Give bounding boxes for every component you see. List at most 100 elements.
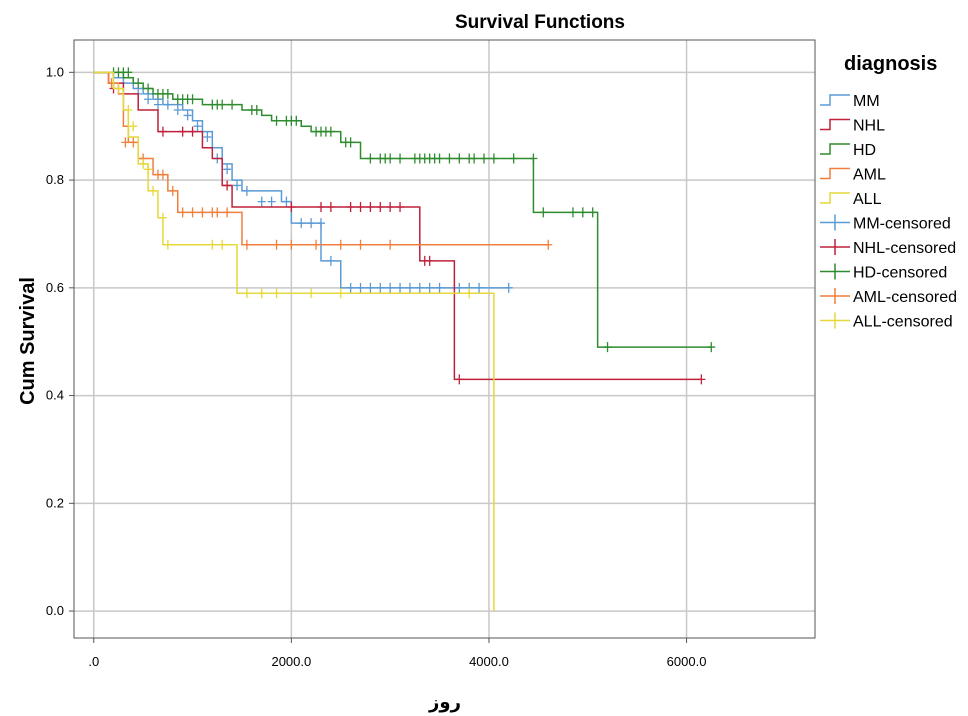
- censored-mark-aml: [198, 207, 207, 218]
- censored-mark-mm: [317, 218, 325, 229]
- censored-mark-hd: [326, 126, 335, 137]
- censored-mark-mm: [405, 282, 414, 293]
- censored-mark-mm: [153, 99, 162, 110]
- censored-mark-hd: [292, 115, 301, 126]
- censored-mark-aml: [356, 239, 365, 250]
- legend-swatch: [820, 94, 850, 106]
- censored-mark-aml: [242, 239, 251, 250]
- censored-mark-aml: [544, 239, 553, 250]
- legend-swatch: [820, 288, 850, 304]
- censored-mark-mm: [455, 282, 464, 293]
- plot-frame: [73, 39, 816, 639]
- censored-mark-hd: [603, 342, 612, 353]
- censored-mark-hd: [435, 153, 444, 164]
- censored-mark-all: [208, 239, 217, 250]
- censored-mark-hd: [529, 153, 538, 164]
- censored-mark-mm: [346, 282, 355, 293]
- censored-mark-nhl: [317, 202, 325, 213]
- censored-mark-all: [129, 121, 138, 132]
- censored-mark-hd: [588, 207, 597, 218]
- censored-mark-mm: [435, 282, 444, 293]
- censored-mark-aml: [129, 137, 138, 148]
- y-tick-label: 0.2: [46, 495, 64, 510]
- censored-mark-mm: [356, 282, 365, 293]
- x-tick-label: 2000.0: [271, 654, 311, 669]
- censored-mark-aml: [158, 169, 167, 180]
- censored-mark-aml: [272, 239, 281, 250]
- censored-mark-mm: [376, 282, 385, 293]
- censored-mark-all: [272, 288, 281, 299]
- censored-mark-hd: [386, 153, 395, 164]
- censored-mark-mm: [282, 196, 291, 207]
- legend: diagnosis MM NHL HD AML ALL MM-censored NHL-ce…: [820, 53, 957, 331]
- censored-mark-all: [218, 239, 227, 250]
- censored-mark-hd: [134, 78, 143, 89]
- censored-mark-hd: [539, 207, 548, 218]
- legend-label: ALL: [853, 191, 882, 208]
- censored-mark-mm: [326, 255, 335, 266]
- censored-mark-hd: [445, 153, 454, 164]
- y-tick-label: 0.8: [46, 172, 64, 187]
- censored-mark-all: [149, 185, 158, 196]
- series-layer: [93, 67, 716, 612]
- censored-mark-hd: [578, 207, 587, 218]
- censored-mark-all: [242, 288, 251, 299]
- legend-label: AML: [853, 167, 886, 184]
- censored-mark-nhl: [697, 374, 706, 385]
- censored-mark-nhl: [386, 202, 395, 213]
- censored-mark-mm: [144, 94, 153, 105]
- censored-mark-hd: [346, 137, 355, 148]
- censored-mark-hd: [218, 99, 227, 110]
- censored-mark-mm: [307, 218, 316, 229]
- censored-mark-hd: [272, 115, 281, 126]
- legend-swatch: [820, 263, 850, 280]
- censored-mark-aml: [386, 239, 395, 250]
- y-axis-label: Cum Survival: [17, 277, 39, 405]
- legend-label: NHL: [853, 118, 885, 135]
- survival-line-nhl: [93, 71, 702, 381]
- legend-label: ALL-censored: [853, 314, 953, 331]
- censored-mark-aml: [312, 239, 321, 250]
- censored-mark-mm: [475, 282, 484, 293]
- y-tick-label: 0.4: [46, 388, 64, 403]
- censored-mark-nhl: [366, 202, 375, 213]
- y-axis-ticks: 0.0 0.2 0.4 0.6 0.8 1.0: [46, 64, 74, 618]
- legend-swatch: [820, 192, 850, 204]
- censored-mark-hd: [252, 105, 261, 116]
- legend-swatch: [820, 143, 850, 155]
- censored-mark-nhl: [425, 255, 434, 266]
- censored-mark-hd: [144, 83, 153, 94]
- legend-label: NHL-censored: [853, 240, 956, 257]
- legend-swatch: [820, 118, 850, 131]
- censored-mark-mm: [396, 282, 405, 293]
- censored-mark-mm: [242, 185, 251, 196]
- x-tick-label: 4000.0: [469, 654, 509, 669]
- legend-swatch: [820, 312, 850, 329]
- censored-mark-hd: [163, 88, 172, 99]
- censored-mark-aml: [213, 207, 222, 218]
- legend-label: MM-censored: [853, 216, 951, 233]
- grid-lines: [74, 40, 815, 638]
- censored-mark-all: [144, 164, 153, 175]
- censored-mark-aml: [336, 239, 345, 250]
- legend-label: AML-censored: [853, 289, 957, 306]
- censored-mark-hd: [228, 99, 237, 110]
- censored-mark-aml: [287, 239, 296, 250]
- censored-mark-hd: [509, 153, 518, 164]
- x-axis-label: روز: [428, 692, 461, 713]
- censored-mark-all: [307, 288, 316, 299]
- censored-mark-all: [114, 83, 123, 94]
- censored-mark-mm: [223, 164, 232, 175]
- y-tick-label: 0.0: [46, 603, 64, 618]
- censored-mark-hd: [489, 153, 498, 164]
- legend-label: HD: [853, 142, 876, 159]
- censored-mark-all: [124, 105, 133, 116]
- x-axis-ticks: .0 2000.0 4000.0 6000.0: [88, 638, 706, 669]
- y-tick-label: 0.6: [46, 280, 64, 295]
- censored-mark-mm: [504, 282, 513, 293]
- censored-mark-aml: [121, 137, 130, 148]
- censored-mark-hd: [188, 94, 197, 105]
- survival-line-hd: [93, 71, 712, 348]
- censored-mark-hd: [568, 207, 577, 218]
